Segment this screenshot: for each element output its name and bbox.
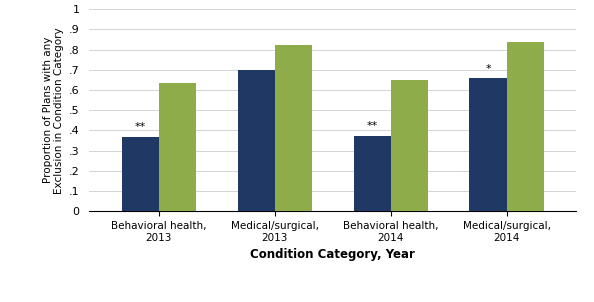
X-axis label: Condition Category, Year: Condition Category, Year bbox=[250, 248, 415, 261]
Bar bbox=[391, 80, 428, 211]
Text: **: ** bbox=[134, 123, 146, 133]
Bar bbox=[507, 43, 544, 211]
Y-axis label: Proportion of Plans with any
Exclusion in Condition Category: Proportion of Plans with any Exclusion i… bbox=[43, 27, 65, 194]
Bar bbox=[469, 78, 507, 211]
Bar bbox=[274, 46, 312, 211]
Text: *: * bbox=[485, 64, 491, 74]
Bar bbox=[122, 137, 159, 211]
Bar bbox=[238, 70, 274, 211]
Bar bbox=[353, 136, 391, 211]
Text: **: ** bbox=[366, 121, 378, 131]
Bar bbox=[159, 83, 196, 211]
